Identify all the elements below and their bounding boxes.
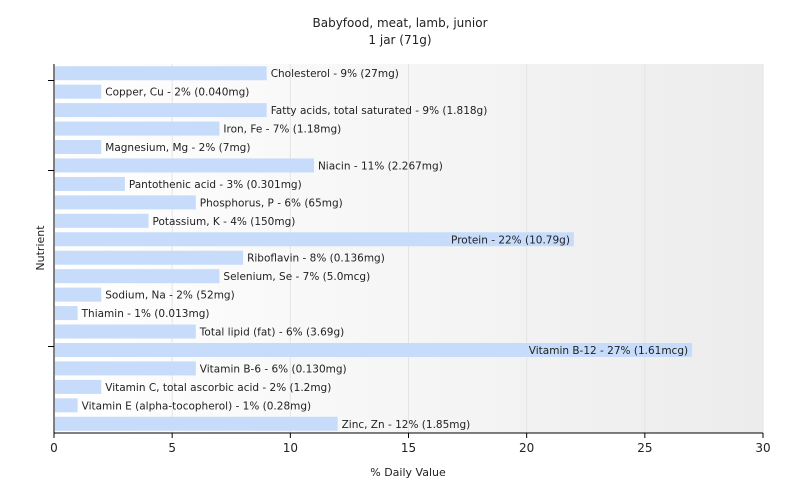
bar-label-13: Thiamin - 1% (0.013mg) <box>81 308 210 320</box>
bar-0 <box>55 66 267 81</box>
bar-17 <box>55 379 102 394</box>
x-axis-label: % Daily Value <box>370 466 446 479</box>
bar-8 <box>55 213 149 228</box>
bar-label-14: Total lipid (fat) - 6% (3.69g) <box>199 327 344 339</box>
y-axis-label: Nutrient <box>34 225 47 271</box>
bar-1 <box>55 84 102 99</box>
bar-4 <box>55 140 102 155</box>
chart-subtitle: 1 jar (71g) <box>368 33 431 47</box>
bar-11 <box>55 269 220 284</box>
bar-6 <box>55 176 125 191</box>
x-tick-label-3: 15 <box>401 441 416 455</box>
bars: Cholesterol - 9% (27mg) Copper, Cu - 2% (… <box>55 66 693 431</box>
bar-9 <box>55 232 574 247</box>
x-tick-label-6: 30 <box>755 441 770 455</box>
bar-13 <box>55 306 78 321</box>
bar-label-5: Niacin - 11% (2.267mg) <box>318 160 443 172</box>
bar-15 <box>55 342 693 357</box>
bar-18 <box>55 398 78 413</box>
bar-label-8: Potassium, K - 4% (150mg) <box>153 216 296 228</box>
bar-label-4: Magnesium, Mg - 2% (7mg) <box>105 142 250 154</box>
bar-label-7: Phosphorus, P - 6% (65mg) <box>200 197 343 209</box>
x-tick-label-2: 10 <box>283 441 298 455</box>
x-tick-label-0: 0 <box>50 441 58 455</box>
bar-12 <box>55 287 102 302</box>
bar-19 <box>55 416 338 431</box>
bar-2 <box>55 103 267 118</box>
bar-5 <box>55 158 314 173</box>
bar-label-9: Protein - 22% (10.79g) <box>451 234 570 246</box>
bar-label-10: Riboflavin - 8% (0.136mg) <box>247 253 385 265</box>
bar-label-11: Selenium, Se - 7% (5.0mcg) <box>223 271 370 283</box>
bar-14 <box>55 324 196 339</box>
bar-label-15: Vitamin B-12 - 27% (1.61mcg) <box>529 345 688 357</box>
bar-label-3: Iron, Fe - 7% (1.18mg) <box>223 124 341 136</box>
bar-label-12: Sodium, Na - 2% (52mg) <box>105 290 234 302</box>
bar-label-16: Vitamin B-6 - 6% (0.130mg) <box>200 363 347 375</box>
bar-label-0: Cholesterol - 9% (27mg) <box>271 68 399 80</box>
bar-7 <box>55 195 196 210</box>
bar-3 <box>55 121 220 136</box>
x-tick-label-4: 20 <box>519 441 534 455</box>
bar-label-17: Vitamin C, total ascorbic acid - 2% (1.2… <box>105 382 331 394</box>
bar-10 <box>55 250 244 265</box>
bar-label-2: Fatty acids, total saturated - 9% (1.818… <box>271 105 488 117</box>
bar-label-6: Pantothenic acid - 3% (0.301mg) <box>129 179 302 191</box>
chart-title: Babyfood, meat, lamb, junior <box>313 16 488 30</box>
bar-label-18: Vitamin E (alpha-tocopherol) - 1% (0.28m… <box>82 400 312 412</box>
bar-16 <box>55 361 196 376</box>
x-tick-label-1: 5 <box>168 441 176 455</box>
axes: 0 5 10 15 20 25 30 <box>48 64 771 455</box>
bar-label-19: Zinc, Zn - 12% (1.85mg) <box>342 419 471 431</box>
x-tick-label-5: 25 <box>637 441 652 455</box>
bar-label-1: Copper, Cu - 2% (0.040mg) <box>105 87 249 99</box>
